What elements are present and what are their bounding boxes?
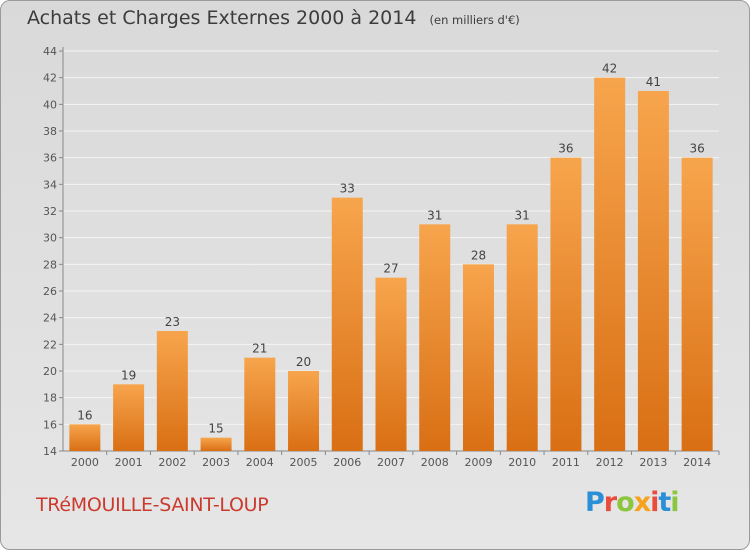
x-tick-label: 2011	[552, 456, 580, 469]
data-label: 31	[427, 208, 442, 222]
commune-name: TRéMOUILLE-SAINT-LOUP	[36, 494, 269, 516]
data-label: 15	[208, 422, 223, 436]
y-tick-label: 22	[43, 338, 57, 351]
bar-2001	[113, 384, 145, 451]
x-tick-label: 2003	[202, 456, 230, 469]
y-tick-label: 16	[43, 418, 57, 431]
x-tick-label: 2005	[290, 456, 318, 469]
y-tick-label: 40	[43, 98, 57, 111]
data-label: 27	[383, 262, 398, 276]
x-tick-label: 2006	[333, 456, 361, 469]
y-tick-label: 18	[43, 392, 57, 405]
chart-title: Achats et Charges Externes 2000 à 2014	[27, 7, 417, 29]
bar-2005	[288, 371, 320, 451]
x-tick-label: 2008	[421, 456, 449, 469]
bars	[69, 77, 713, 452]
bar-2009	[462, 264, 494, 451]
x-tick-label: 2009	[464, 456, 492, 469]
x-tick-label: 2001	[115, 456, 143, 469]
bar-2013	[637, 91, 669, 451]
bar-2010	[506, 224, 538, 451]
data-label: 16	[77, 408, 92, 422]
bar-2007	[375, 277, 407, 451]
x-tick-label: 2000	[71, 456, 99, 469]
y-tick-label: 20	[43, 365, 57, 378]
bar-2011	[550, 157, 582, 451]
x-tick-label: 2002	[158, 456, 186, 469]
bar-2003	[200, 437, 232, 451]
y-tick-label: 14	[43, 445, 57, 458]
y-tick-label: 26	[43, 285, 57, 298]
chart-title-block: Achats et Charges Externes 2000 à 2014 (…	[27, 7, 520, 29]
bar-2006	[331, 197, 363, 451]
data-label: 42	[602, 62, 617, 76]
x-tick-label: 2007	[377, 456, 405, 469]
bar-2000	[69, 424, 101, 451]
bar-2012	[594, 77, 626, 452]
y-tick-label: 34	[43, 178, 57, 191]
bar-2014	[681, 157, 713, 451]
y-tick-label: 32	[43, 205, 57, 218]
y-tick-label: 30	[43, 232, 57, 245]
x-tick-label: 2013	[639, 456, 667, 469]
x-tick-label: 2014	[683, 456, 711, 469]
data-label: 33	[340, 182, 355, 196]
data-label: 31	[515, 208, 530, 222]
y-tick-label: 42	[43, 72, 57, 85]
data-label: 20	[296, 355, 311, 369]
data-label: 36	[689, 142, 704, 156]
y-tick-label: 44	[43, 45, 57, 58]
y-tick-label: 36	[43, 152, 57, 165]
data-label: 23	[165, 315, 180, 329]
data-label: 21	[252, 342, 267, 356]
axes: 14 16 18 20 22 24 26 28 30 32 34 36 38 40 42 44 2000 2001…	[43, 45, 720, 469]
data-label: 36	[558, 142, 573, 156]
y-tick-label: 28	[43, 258, 57, 271]
data-label: 41	[646, 75, 661, 89]
y-tick-label: 38	[43, 125, 57, 138]
y-tick-label: 24	[43, 312, 57, 325]
bar-2004	[244, 357, 276, 451]
proxiti-logo: Proxiti	[585, 487, 680, 518]
data-label: 19	[121, 368, 136, 382]
x-tick-label: 2004	[246, 456, 274, 469]
bar-2002	[156, 331, 188, 451]
chart-subtitle: (en milliers d'€)	[429, 13, 520, 27]
data-labels: 16 19 23 15 21 20 33 27 31 28 31 36 42 41 36	[77, 62, 705, 436]
data-label: 28	[471, 248, 486, 262]
x-tick-label: 2010	[508, 456, 536, 469]
bar-2008	[419, 224, 451, 451]
x-tick-label: 2012	[596, 456, 624, 469]
